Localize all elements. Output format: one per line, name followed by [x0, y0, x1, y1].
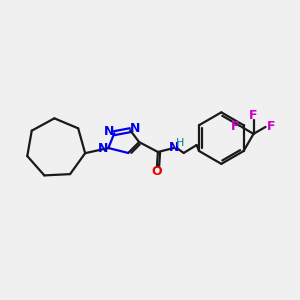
Text: O: O [152, 165, 162, 178]
Text: N: N [98, 142, 109, 154]
Text: F: F [267, 120, 276, 134]
Text: F: F [231, 120, 240, 134]
Text: F: F [249, 110, 258, 122]
Text: N: N [169, 140, 179, 154]
Text: N: N [104, 125, 115, 138]
Text: H: H [176, 138, 184, 148]
Text: N: N [130, 122, 140, 135]
